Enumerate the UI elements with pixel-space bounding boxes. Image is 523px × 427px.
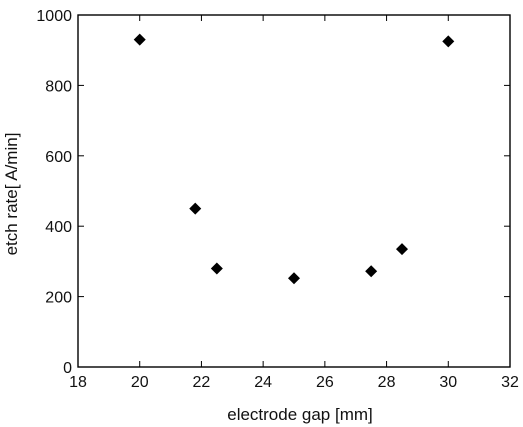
data-point xyxy=(189,202,202,215)
x-axis-label: electrode gap [mm] xyxy=(227,405,373,424)
y-tick-label: 200 xyxy=(45,290,72,307)
x-tick-label: 30 xyxy=(439,374,457,391)
x-tick-label: 26 xyxy=(316,374,334,391)
y-tick-label: 600 xyxy=(45,149,72,166)
data-points-group xyxy=(133,33,455,285)
y-axis-label: etch rate[ A/min] xyxy=(2,133,21,256)
data-point xyxy=(442,35,455,48)
x-tick-label: 28 xyxy=(378,374,396,391)
y-tick-label: 400 xyxy=(45,219,72,236)
x-tick-label: 22 xyxy=(193,374,211,391)
data-point xyxy=(210,262,223,275)
y-tick-label: 0 xyxy=(63,360,72,377)
ticks-group: 18 20 22 24 26 28 30 32 0 200 400 600 800 1000 xyxy=(36,8,519,391)
x-tick-label: 24 xyxy=(254,374,272,391)
plot-frame xyxy=(77,14,511,368)
x-tick-label: 20 xyxy=(131,374,149,391)
x-tick-label: 32 xyxy=(501,374,519,391)
y-tick-label: 800 xyxy=(45,78,72,95)
x-tick-label: 18 xyxy=(69,374,87,391)
data-point xyxy=(133,33,146,46)
data-point xyxy=(288,272,300,285)
data-point xyxy=(365,265,378,278)
plot-frame-group xyxy=(77,14,511,368)
y-tick-label: 1000 xyxy=(36,8,72,25)
data-point xyxy=(396,243,408,256)
